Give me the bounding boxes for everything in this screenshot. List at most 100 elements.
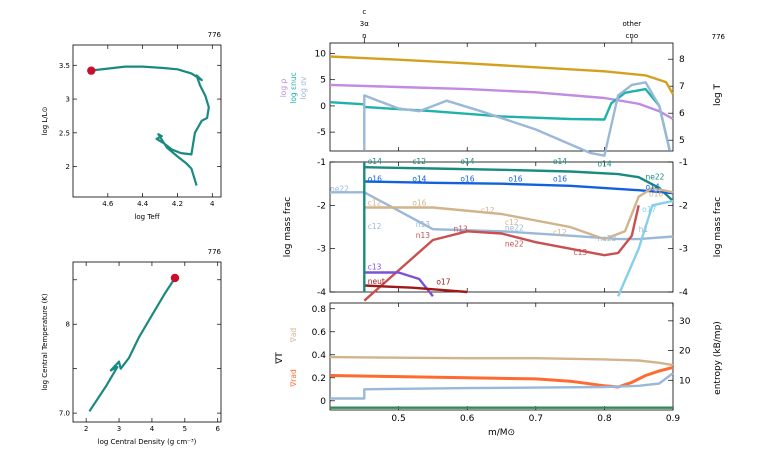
hr-xtick-label: 4.4 (137, 200, 149, 208)
rhoT-ylabel: log Central Temperature (K) (41, 293, 49, 390)
top-model-number: 776 (712, 33, 726, 41)
mid-line-label: o14 (460, 157, 474, 166)
mid-line-label: o14 (412, 175, 426, 184)
bot-xtick-label: 0.5 (391, 414, 405, 424)
hr-frame (72, 44, 222, 198)
top-ytick-label: 5 (320, 76, 326, 86)
hr-xtick-label: 4.6 (102, 200, 114, 208)
mid-series-line (330, 191, 674, 241)
top-series-line (329, 83, 674, 121)
mid-line-label: o14 (598, 159, 612, 168)
hr-xtick-label: 4.2 (172, 200, 183, 208)
mid-line-label: o16 (412, 198, 426, 207)
rhoT-frame (72, 261, 222, 423)
mid-series-line (364, 186, 674, 241)
hr-ytick-label: 2 (66, 163, 70, 171)
bot-y2tick-label: 10 (679, 376, 691, 386)
top-y2tick-label: 5 (679, 136, 685, 146)
mid-line-label: c12 (481, 206, 495, 215)
mid-ylabel: log mass frac (283, 197, 293, 257)
bot-y2tick-label: 20 (679, 347, 691, 357)
mid-line-label: o17 (642, 205, 656, 214)
top-label-other: other (623, 20, 642, 28)
top-series-line (363, 81, 671, 157)
mid-line-label: n13 (416, 220, 431, 229)
mid-series-line (364, 180, 674, 195)
top-label-3alpha: 3α (360, 20, 369, 28)
hr-ytick-label: 3.5 (59, 62, 70, 70)
bot-ytick-label: 0.6 (312, 328, 327, 338)
top-series-line (329, 55, 675, 95)
mid-series-line (616, 199, 674, 297)
mid-ytick-label: -2 (317, 201, 326, 211)
hr-ytick-label: 3 (66, 96, 70, 104)
bot-xtick-label: 0.9 (666, 414, 681, 424)
profile-mass-fraction-panel: -1 -2 -3 -4 -1 -2 -3 -4 log mass frac log mass fr… (283, 157, 723, 302)
mid-line-label: o14 (368, 157, 382, 166)
top-left-label: log ρ (279, 78, 288, 97)
bot-ytick-label: 0 (320, 397, 326, 407)
top-label-cno: cno (626, 32, 639, 40)
top-y2tick-label: 7 (679, 82, 685, 92)
mid-line-label: o17 (436, 278, 450, 287)
bot-ytick-label: 0.8 (312, 305, 327, 315)
mid-line-label: c13 (368, 262, 382, 271)
hr-track-line (91, 65, 210, 186)
rhoT-model-number: 776 (208, 248, 222, 256)
top-left-label: log σv (299, 76, 308, 100)
mid-line-label: ne22 (330, 184, 349, 193)
mid-series-line (364, 284, 468, 294)
rhoT-ytick-label: 7.0 (59, 410, 70, 418)
mid-frame (329, 161, 674, 293)
central-density-temperature-plot: 2 3 4 5 6 7.0 8 log Central Density (g cm⁻³) log… (41, 248, 222, 446)
mid-line-label: ne22 (505, 240, 524, 249)
rhoT-current-point (170, 273, 180, 283)
mid-line-label: ne22 (505, 223, 524, 232)
bot-series-line (329, 355, 674, 367)
mid-line-label: h1 (639, 225, 649, 234)
top-label-c: c (362, 8, 366, 16)
mid-series-line (364, 166, 674, 202)
top-right-label: log T (713, 83, 723, 106)
rhoT-ytick-label: 8 (66, 321, 70, 329)
top-y2tick-label: 8 (679, 55, 685, 65)
bot-series-line (330, 372, 674, 400)
bot-xtick-label: 0.7 (529, 414, 543, 424)
top-y2tick-label: 6 (679, 109, 685, 119)
bot-series-line (329, 365, 674, 389)
mid-series-line (363, 205, 640, 302)
rhoT-xtick-label: 3 (117, 425, 121, 433)
bot-y2label: entropy (kB/mp) (713, 321, 723, 395)
mid-y2tick-label: -3 (679, 245, 688, 255)
mid-y2tick-label: -2 (679, 201, 688, 211)
bot-ytick-label: 0.2 (312, 374, 326, 384)
bot-y2tick-label: 30 (679, 317, 691, 327)
top-ytick-label: 10 (315, 49, 327, 59)
mid-line-label: o14 (646, 182, 660, 191)
mid-line-label: o16 (368, 175, 382, 184)
hr-current-point (87, 66, 96, 75)
mid-line-label: neut (368, 277, 385, 286)
rhoT-xtick-label: 6 (215, 425, 220, 433)
top-left-label: log εnuc (289, 72, 298, 104)
mid-line-label: c12 (368, 222, 382, 231)
rhoT-xtick-label: 4 (150, 425, 155, 433)
mid-line-label: c12 (368, 198, 382, 207)
mid-ytick-label: -4 (317, 288, 326, 298)
hr-xlabel: log Teff (134, 213, 159, 221)
top-ytick-label: -5 (317, 128, 326, 138)
mid-line-label: n13 (453, 224, 468, 233)
bot-label-rad: ∇rad (289, 369, 298, 388)
mid-y2tick-label: -4 (679, 288, 688, 298)
top-label-n: n (362, 32, 366, 40)
mid-ytick-label: -3 (317, 245, 326, 255)
mid-line-label: o14 (553, 157, 567, 166)
hr-ylabel: log L/L⊙ (41, 107, 49, 136)
mid-line-label: c12 (412, 157, 426, 166)
bot-ylabel: ∇T (275, 352, 285, 365)
profile-gradient-panel: 0 0.2 0.4 0.6 0.8 0.5 0.6 0.7 0.8 0.9 10 20 30 m/M⊙ ∇T… (275, 302, 723, 438)
mid-line-label: n13 (416, 231, 431, 240)
mid-line-label: c13 (574, 248, 588, 257)
